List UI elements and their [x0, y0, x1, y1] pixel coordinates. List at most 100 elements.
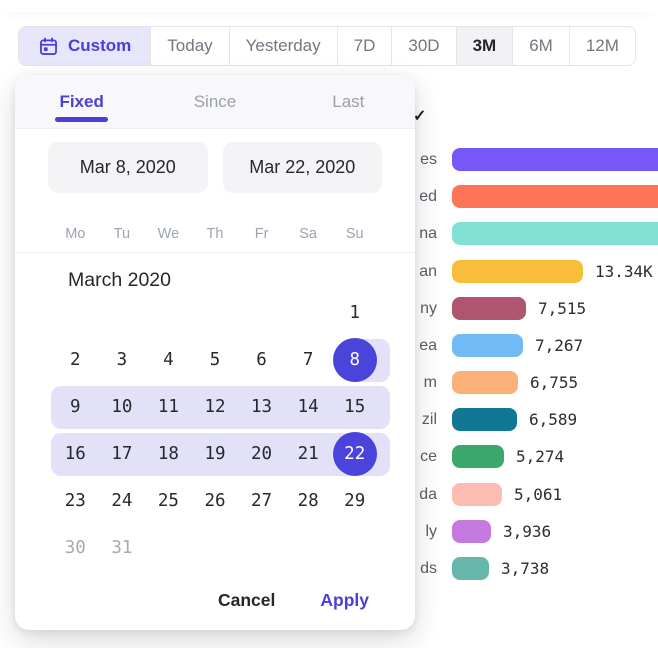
calendar-day-13[interactable]: 13 — [251, 397, 273, 417]
calendar-day-29[interactable]: 29 — [344, 491, 366, 511]
range-button-12m[interactable]: 12M — [568, 27, 635, 65]
menu-checkmark-icon: ✓ — [413, 108, 427, 125]
calendar-day-31[interactable]: 31 — [111, 538, 133, 558]
calendar-day-5[interactable]: 5 — [209, 350, 221, 370]
range-button-label: 12M — [585, 36, 619, 55]
calendar-day-20[interactable]: 20 — [251, 444, 273, 464]
country-label-fragment: ds — [420, 560, 437, 577]
calendar-cells: 2 3 4 5 6 7 8 — [52, 337, 378, 384]
chart-row[interactable]: es — [0, 148, 658, 171]
date-range-toolbar: Custom Today Yesterday 7D 30D 3M 6M 12M — [18, 26, 636, 66]
calendar-day-19[interactable]: 19 — [204, 444, 226, 464]
weekday-divider — [15, 252, 415, 253]
chart-row[interactable]: na — [0, 222, 658, 245]
calendar-day-9[interactable]: 9 — [70, 397, 81, 417]
chart-row[interactable]: an 13.34K — [0, 260, 658, 283]
calendar-day-8[interactable]: 8 — [331, 337, 378, 384]
tab-since[interactable]: Since — [193, 91, 237, 111]
range-button-label: Custom — [68, 36, 132, 55]
chart-row[interactable]: m 6,755 — [0, 371, 658, 394]
calendar-day-18[interactable]: 18 — [157, 444, 179, 464]
weekday-label: Su — [345, 226, 364, 242]
range-button-today[interactable]: Today — [150, 27, 228, 65]
apply-button[interactable]: Apply — [320, 589, 369, 610]
calendar-day-25[interactable]: 25 — [157, 491, 179, 511]
country-label-fragment: ed — [419, 188, 437, 205]
calendar-day-23[interactable]: 23 — [64, 491, 86, 511]
country-label-fragment: es — [420, 151, 437, 168]
range-end-circle — [332, 432, 377, 476]
chart-row[interactable]: ed — [0, 185, 658, 208]
country-bar — [452, 557, 489, 580]
weekday-label: We — [157, 226, 180, 242]
calendar-day-24[interactable]: 24 — [111, 491, 133, 511]
country-bar — [452, 371, 518, 394]
calendar-day-6[interactable]: 6 — [256, 350, 267, 370]
range-button-6m[interactable]: 6M — [512, 27, 569, 65]
country-label-fragment: na — [419, 225, 437, 242]
end-date-input[interactable]: Mar 22, 2020 — [222, 142, 382, 193]
country-label-fragment: an — [419, 263, 437, 280]
calendar-cell-empty — [145, 525, 192, 572]
calendar-cell-empty — [238, 290, 285, 337]
datepicker-tabs: Fixed Since Last — [15, 75, 415, 129]
country-bar — [452, 334, 523, 357]
calendar-cell-empty — [52, 290, 99, 337]
calendar-day-4[interactable]: 4 — [163, 350, 174, 370]
calendar-day-2[interactable]: 2 — [70, 350, 81, 370]
country-bar — [452, 297, 526, 320]
calendar-day-30[interactable]: 30 — [64, 538, 86, 558]
calendar-week-row: 16 17 18 19 20 21 22 — [51, 431, 390, 478]
calendar-week-row: 23 24 25 26 27 28 29 — [52, 478, 378, 525]
calendar-day-21[interactable]: 21 — [297, 444, 319, 464]
chart-row[interactable]: zil 6,589 — [0, 408, 658, 431]
range-button-30d[interactable]: 30D — [391, 27, 455, 65]
calendar-week-row: 1 — [52, 290, 378, 337]
country-label-fragment: ea — [419, 337, 437, 354]
calendar-day-3[interactable]: 3 — [116, 350, 128, 370]
calendar-day-22[interactable]: 22 — [331, 431, 378, 478]
country-value: 7,515 — [538, 299, 587, 318]
calendar-day-14[interactable]: 14 — [297, 397, 319, 417]
chart-row[interactable]: ce 5,274 — [0, 445, 658, 468]
calendar-day-12[interactable]: 12 — [204, 397, 226, 417]
range-button-7d[interactable]: 7D — [336, 27, 392, 65]
chart-row[interactable]: da 5,061 — [0, 483, 658, 506]
range-button-yesterday[interactable]: Yesterday — [228, 27, 337, 65]
weekday-label: Sa — [299, 226, 317, 242]
calendar-day-1[interactable]: 1 — [349, 303, 360, 323]
tab-last[interactable]: Last — [332, 91, 365, 111]
start-date-input[interactable]: Mar 8, 2020 — [48, 142, 208, 193]
calendar-cell-empty — [192, 290, 239, 337]
calendar-day-17[interactable]: 17 — [111, 444, 133, 464]
range-button-3m[interactable]: 3M — [455, 27, 513, 65]
calendar-cell-empty — [192, 525, 239, 572]
calendar-cells: 23 24 25 26 27 28 29 — [52, 478, 378, 525]
calendar-day-16[interactable]: 16 — [64, 444, 86, 464]
weekday-label: Fr — [254, 226, 269, 242]
cancel-button[interactable]: Cancel — [217, 589, 276, 610]
calendar-day-15[interactable]: 15 — [344, 397, 366, 417]
country-value: 6,755 — [530, 373, 579, 392]
chart-row[interactable]: ea 7,267 — [0, 334, 658, 357]
chart-row[interactable]: ny 7,515 — [0, 297, 658, 320]
calendar-day-11[interactable]: 11 — [157, 397, 179, 417]
calendar-day-27[interactable]: 27 — [251, 491, 273, 511]
calendar-day-10[interactable]: 10 — [111, 397, 133, 417]
country-value: 3,936 — [503, 522, 552, 541]
calendar-day-28[interactable]: 28 — [297, 491, 319, 511]
range-button-custom[interactable]: Custom — [19, 27, 151, 65]
chart-row[interactable]: ds 3,738 — [0, 557, 658, 580]
tab-fixed[interactable]: Fixed — [59, 91, 104, 111]
calendar-day-26[interactable]: 26 — [204, 491, 226, 511]
country-bar — [452, 520, 491, 543]
country-value: 5,274 — [516, 447, 565, 466]
chart-row[interactable]: ly 3,936 — [0, 520, 658, 543]
day-number: 22 — [344, 444, 366, 464]
calendar-day-7[interactable]: 7 — [302, 350, 314, 370]
active-tab-underline — [55, 117, 108, 122]
popup-footer: Cancel Apply — [218, 578, 369, 622]
country-value: 5,061 — [514, 485, 563, 504]
country-bar — [452, 148, 658, 171]
